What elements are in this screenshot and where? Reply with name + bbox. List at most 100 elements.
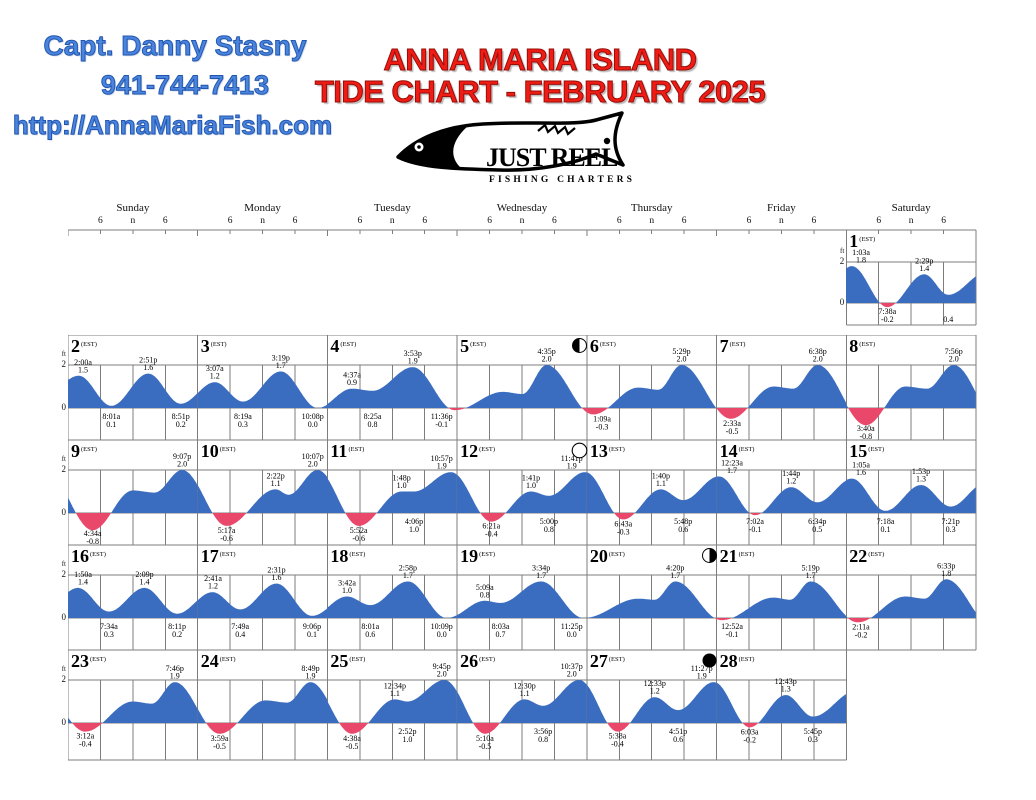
low-tide-time: 3:40a xyxy=(857,424,875,433)
axis-max-label: 2 xyxy=(839,256,845,266)
day-number-7: 7(EST) xyxy=(719,336,746,356)
day-cell-12: 6:21a -0.4 1:41p 1.0 5:00p 0.8 11:41p 1.9 12(EST… xyxy=(457,440,587,545)
weekday-header-thursday: Thursday xyxy=(630,202,673,214)
hour-tick-label: 6 xyxy=(811,216,817,226)
high-tide-time: 2:51p xyxy=(139,356,157,365)
axis-unit-label: ft xyxy=(61,350,66,358)
high-tide-time: 10:57p xyxy=(431,454,453,463)
tide-area xyxy=(846,579,976,618)
weekday-header-monday: Monday xyxy=(244,202,281,214)
high-tide-height: 1.9 xyxy=(567,462,577,471)
tide-area xyxy=(457,365,587,408)
high-tide-height: 1.7 xyxy=(536,571,546,580)
high-tide-time: 7:46p xyxy=(166,664,184,673)
day-cell-20: 4:20p 1.7 20(EST) xyxy=(586,545,717,650)
hour-tick-label: n xyxy=(260,216,265,226)
high-tide-time: 10:07p xyxy=(301,452,323,461)
high-tide-height: 1.9 xyxy=(408,357,418,366)
high-tide-height: 1.7 xyxy=(805,571,815,580)
low-tide-time: 7:34a xyxy=(100,622,118,631)
captain-name: Capt. Danny Stasny xyxy=(43,30,307,62)
logo-name: JUST REEL xyxy=(486,143,618,172)
low-tide-time: 8:03a xyxy=(492,622,510,631)
low-tide-time: 7:38a xyxy=(879,307,897,316)
day-cell-26: 5:10a -0.5 12:30p 1.1 3:56p 0.8 10:37p 2.0 26(ES… xyxy=(457,650,587,760)
week-row-grid-0 xyxy=(845,230,977,326)
day-number-13: 13(EST) xyxy=(589,441,625,461)
tide-area xyxy=(197,682,328,723)
high-tide-time: 3:53p xyxy=(404,349,422,358)
high-tide-time: 12:33p xyxy=(644,679,666,688)
tide-area xyxy=(457,472,587,513)
day-cell-28: 6:03a -0.2 12:43p 1.3 5:45p 0.3 28(EST) xyxy=(716,650,847,760)
high-tide-height: 1.4 xyxy=(78,577,88,586)
hour-tick-label: 6 xyxy=(422,216,428,226)
low-tide-height: 0.6 xyxy=(678,525,688,534)
high-tide-time: 2:41a xyxy=(204,574,222,583)
tide-area xyxy=(68,470,198,513)
low-tide-time: 2:11a xyxy=(853,622,871,631)
high-tide-height: 1.1 xyxy=(656,479,666,488)
day-number-25: 25(EST) xyxy=(330,651,366,671)
low-tide-height: 0.6 xyxy=(673,735,683,744)
day-cell-21: 12:52a -0.1 5:19p 1.7 21(EST) xyxy=(716,545,847,650)
day-cell-14: 12:23a 1.7 7:02a -0.1 1:44p 1.2 6:34p 0.5 14(EST… xyxy=(716,440,847,545)
hour-tick-label: 6 xyxy=(616,216,622,226)
high-tide-time: 2:31p xyxy=(267,566,285,575)
high-tide-time: 3:07a xyxy=(206,364,224,373)
day-cell-1: 1:03a 1.8 7:38a -0.2 2:29p 1.4 0.4 1(EST) xyxy=(846,230,976,325)
low-tide-height: 0.1 xyxy=(881,525,891,534)
fish-back-detail xyxy=(537,123,576,136)
tide-area xyxy=(327,472,458,513)
high-tide-time: 5:19p xyxy=(801,564,819,573)
day-cell-22: 2:11a -0.2 6:33p 1.8 22(EST) xyxy=(846,545,976,650)
hour-tick-label: 6 xyxy=(162,216,168,226)
hour-tick-label: 6 xyxy=(292,216,298,226)
negative-tide-area xyxy=(197,723,328,734)
negative-tide-area xyxy=(586,723,717,732)
low-tide-height: 0.3 xyxy=(238,420,248,429)
negative-tide-area xyxy=(586,513,717,520)
high-tide-height: 2.0 xyxy=(567,670,577,679)
axis-zero-label: 0 xyxy=(61,507,67,517)
low-tide-height: 0.7 xyxy=(496,630,506,639)
phone-number: 941-744-7413 xyxy=(100,70,270,101)
tail-spot xyxy=(603,137,611,145)
axis-max-label: 2 xyxy=(61,359,67,369)
low-tide-time: 5:38a xyxy=(608,732,626,741)
low-tide-height: 1.0 xyxy=(403,735,413,744)
low-tide-time: 6:34p xyxy=(808,517,826,526)
tide-area xyxy=(68,682,198,723)
tide-area xyxy=(68,587,198,618)
low-tide-height: -0.3 xyxy=(617,528,630,537)
axis-unit-label: ft xyxy=(840,247,845,255)
high-tide-time: 5:29p xyxy=(672,347,690,356)
hour-tick-label: 6 xyxy=(876,216,882,226)
tide-area xyxy=(327,367,458,408)
weekday-header-friday: Friday xyxy=(767,202,796,214)
day-number-3: 3(EST) xyxy=(200,336,227,356)
low-tide-time: 8:01a xyxy=(362,622,380,631)
tide-area xyxy=(586,682,717,723)
low-tide-time: 7:49a xyxy=(231,622,249,631)
low-tide-time: 4:51p xyxy=(669,727,687,736)
high-tide-height: 1.8 xyxy=(856,256,866,265)
hour-tick-label: n xyxy=(908,216,914,226)
high-tide-height: 1.2 xyxy=(786,477,796,486)
negative-tide-area xyxy=(457,408,587,413)
tide-area xyxy=(586,472,717,513)
day-cell-15: 1:05a 1.6 7:18a 0.1 1:53p 1.3 7:21p 0.3 15(EST) xyxy=(846,440,976,545)
day-number-6: 6(EST) xyxy=(589,336,616,356)
axis-unit-label: ft xyxy=(61,455,66,463)
negative-tide-area xyxy=(327,513,458,526)
high-tide-height: 1.6 xyxy=(143,363,153,372)
low-tide-height: -0.2 xyxy=(855,630,868,639)
day-number-8: 8(EST) xyxy=(849,336,876,356)
low-tide-height: 0.3 xyxy=(104,630,114,639)
